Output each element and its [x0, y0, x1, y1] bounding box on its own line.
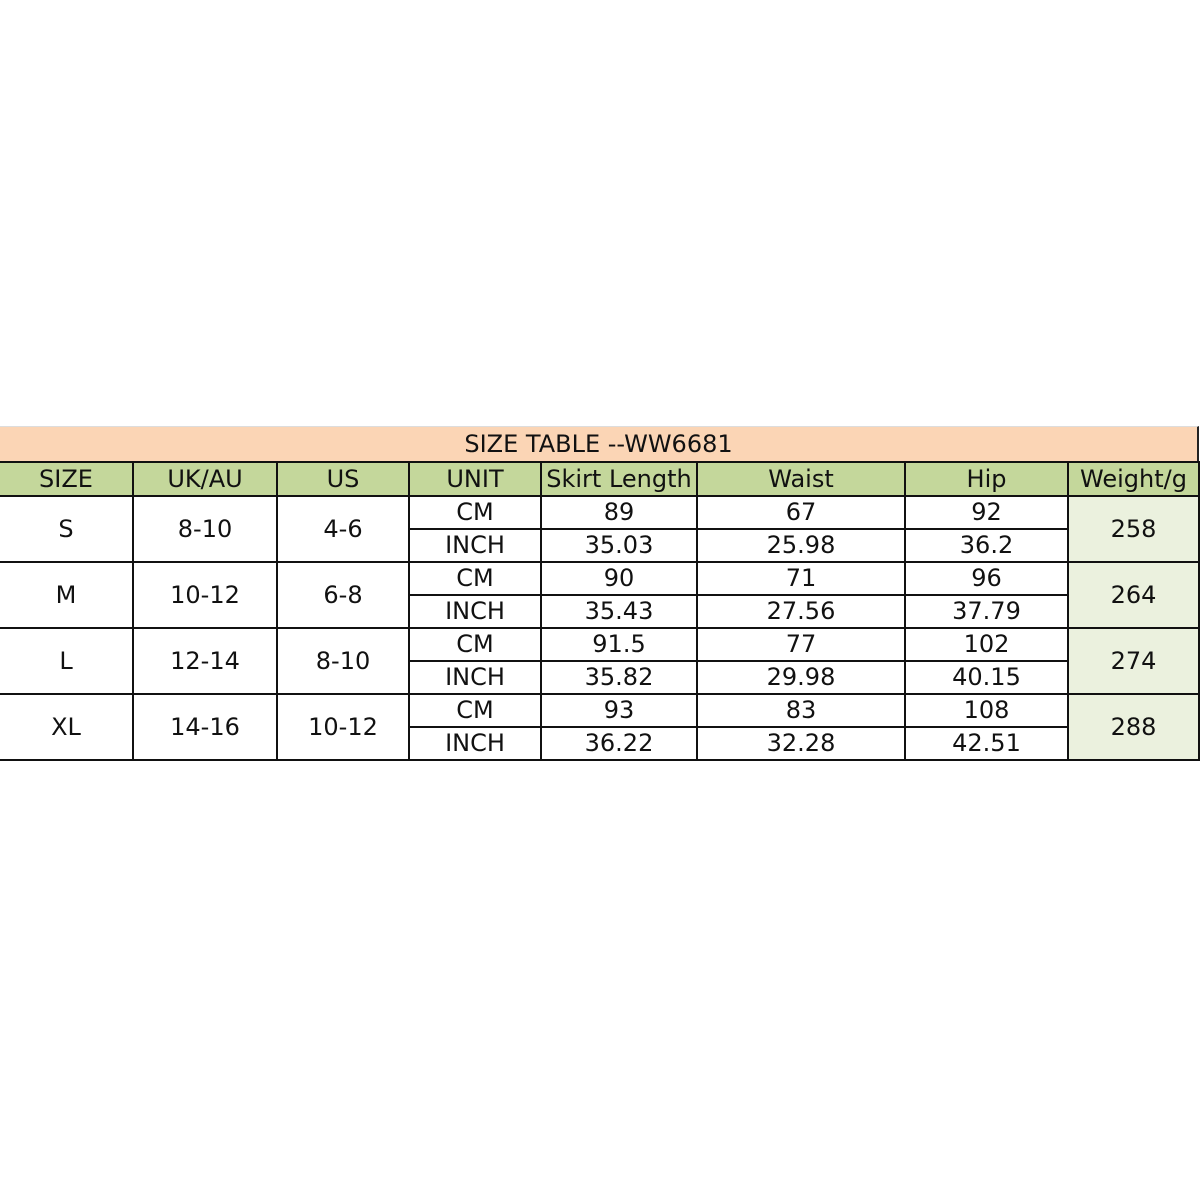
waist-cell: 32.28 — [696, 726, 906, 761]
uk-au-cell: 12-14 — [132, 627, 278, 695]
unit-cell: INCH — [409, 726, 542, 761]
skirt-length-cell: 35.43 — [540, 594, 698, 629]
waist-cell: 71 — [696, 561, 906, 596]
waist-cell: 83 — [696, 693, 906, 728]
hip-cell: 40.15 — [904, 660, 1069, 695]
hip-cell: 96 — [904, 561, 1069, 596]
unit-cell: CM — [408, 693, 542, 728]
hip-cell: 36.2 — [904, 528, 1069, 563]
hip-cell: 42.51 — [904, 726, 1069, 761]
unit-cell: INCH — [409, 594, 542, 629]
skirt-length-cell: 89 — [540, 495, 698, 530]
table-row: INCH 35.43 27.56 37.79 — [0, 594, 1199, 629]
weight-cell: 288 — [1067, 693, 1200, 761]
unit-cell: CM — [408, 495, 542, 530]
waist-cell: 67 — [696, 495, 906, 530]
header-waist: Waist — [696, 461, 906, 497]
us-cell: 8-10 — [276, 627, 410, 695]
unit-cell: INCH — [409, 660, 542, 695]
size-cell: L — [0, 627, 134, 695]
size-cell: M — [0, 561, 134, 629]
table-row: L 12-14 8-10 CM 91.5 77 102 274 — [0, 627, 1200, 695]
header-hip: Hip — [904, 461, 1069, 497]
header-weight: Weight/g — [1067, 461, 1200, 497]
waist-cell: 27.56 — [696, 594, 906, 629]
size-cell: S — [0, 495, 134, 563]
us-cell: 10-12 — [276, 693, 410, 761]
table-row: M 10-12 6-8 CM 90 71 96 264 — [0, 561, 1200, 629]
uk-au-cell: 14-16 — [132, 693, 278, 761]
table-title: SIZE TABLE --WW6681 — [0, 426, 1199, 461]
skirt-length-cell: 91.5 — [540, 627, 698, 662]
skirt-length-cell: 35.03 — [540, 528, 698, 563]
skirt-length-cell: 35.82 — [540, 660, 698, 695]
table-row: INCH 36.22 32.28 42.51 — [0, 726, 1199, 761]
unit-cell: CM — [408, 627, 542, 662]
hip-cell: 108 — [904, 693, 1069, 728]
hip-cell: 92 — [904, 495, 1069, 530]
table-row: INCH 35.82 29.98 40.15 — [0, 660, 1199, 695]
size-grid: SIZE UK/AU US UNIT Skirt Length Waist Hi… — [0, 461, 1200, 761]
uk-au-cell: 8-10 — [132, 495, 278, 563]
weight-cell: 258 — [1067, 495, 1200, 563]
skirt-length-cell: 93 — [540, 693, 698, 728]
unit-cell: INCH — [409, 528, 542, 563]
header-row: SIZE UK/AU US UNIT Skirt Length Waist Hi… — [0, 461, 1200, 497]
header-size: SIZE — [0, 461, 134, 497]
uk-au-cell: 10-12 — [132, 561, 278, 629]
header-unit: UNIT — [408, 461, 542, 497]
size-cell: XL — [0, 693, 134, 761]
table-row: INCH 35.03 25.98 36.2 — [0, 528, 1199, 563]
skirt-length-cell: 36.22 — [540, 726, 698, 761]
waist-cell: 77 — [696, 627, 906, 662]
weight-cell: 274 — [1067, 627, 1200, 695]
header-skirt-length: Skirt Length — [540, 461, 698, 497]
header-uk-au: UK/AU — [132, 461, 278, 497]
weight-cell: 264 — [1067, 561, 1200, 629]
waist-cell: 25.98 — [696, 528, 906, 563]
us-cell: 4-6 — [276, 495, 410, 563]
table-row: XL 14-16 10-12 CM 93 83 108 288 — [0, 693, 1200, 761]
size-table: SIZE TABLE --WW6681 SIZE UK/AU US UNIT S… — [0, 426, 1200, 761]
us-cell: 6-8 — [276, 561, 410, 629]
unit-cell: CM — [408, 561, 542, 596]
waist-cell: 29.98 — [696, 660, 906, 695]
table-row: S 8-10 4-6 CM 89 67 92 258 — [0, 495, 1200, 563]
header-us: US — [276, 461, 410, 497]
skirt-length-cell: 90 — [540, 561, 698, 596]
hip-cell: 37.79 — [904, 594, 1069, 629]
hip-cell: 102 — [904, 627, 1069, 662]
